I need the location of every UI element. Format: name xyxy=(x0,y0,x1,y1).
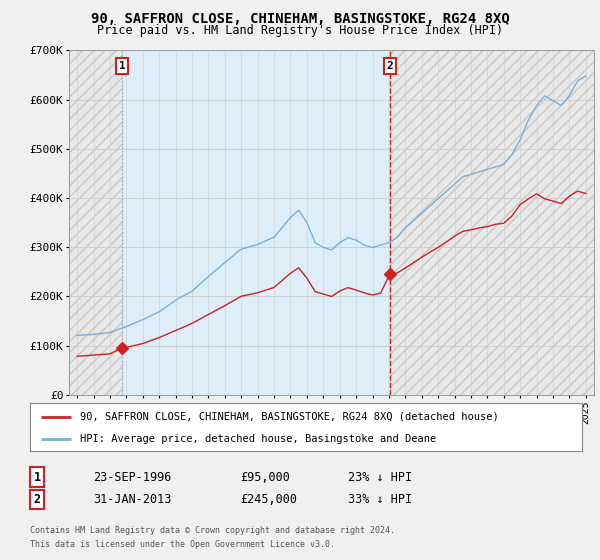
Text: 2: 2 xyxy=(34,493,41,506)
Bar xyxy=(390,50,594,395)
Text: 23% ↓ HPI: 23% ↓ HPI xyxy=(348,470,412,484)
Text: 1: 1 xyxy=(34,470,41,484)
Text: 90, SAFFRON CLOSE, CHINEHAM, BASINGSTOKE, RG24 8XQ: 90, SAFFRON CLOSE, CHINEHAM, BASINGSTOKE… xyxy=(91,12,509,26)
Bar xyxy=(69,50,122,395)
Text: Price paid vs. HM Land Registry's House Price Index (HPI): Price paid vs. HM Land Registry's House … xyxy=(97,24,503,36)
Text: Contains HM Land Registry data © Crown copyright and database right 2024.: Contains HM Land Registry data © Crown c… xyxy=(30,526,395,535)
Bar xyxy=(390,50,594,395)
Text: 31-JAN-2013: 31-JAN-2013 xyxy=(93,493,172,506)
Text: 33% ↓ HPI: 33% ↓ HPI xyxy=(348,493,412,506)
Bar xyxy=(69,50,122,395)
Text: This data is licensed under the Open Government Licence v3.0.: This data is licensed under the Open Gov… xyxy=(30,540,335,549)
Text: £95,000: £95,000 xyxy=(240,470,290,484)
Text: HPI: Average price, detached house, Basingstoke and Deane: HPI: Average price, detached house, Basi… xyxy=(80,434,436,444)
Text: £245,000: £245,000 xyxy=(240,493,297,506)
Text: 90, SAFFRON CLOSE, CHINEHAM, BASINGSTOKE, RG24 8XQ (detached house): 90, SAFFRON CLOSE, CHINEHAM, BASINGSTOKE… xyxy=(80,412,499,422)
Text: 2: 2 xyxy=(387,60,394,71)
Text: 1: 1 xyxy=(119,60,125,71)
Bar xyxy=(122,50,390,395)
Text: 23-SEP-1996: 23-SEP-1996 xyxy=(93,470,172,484)
